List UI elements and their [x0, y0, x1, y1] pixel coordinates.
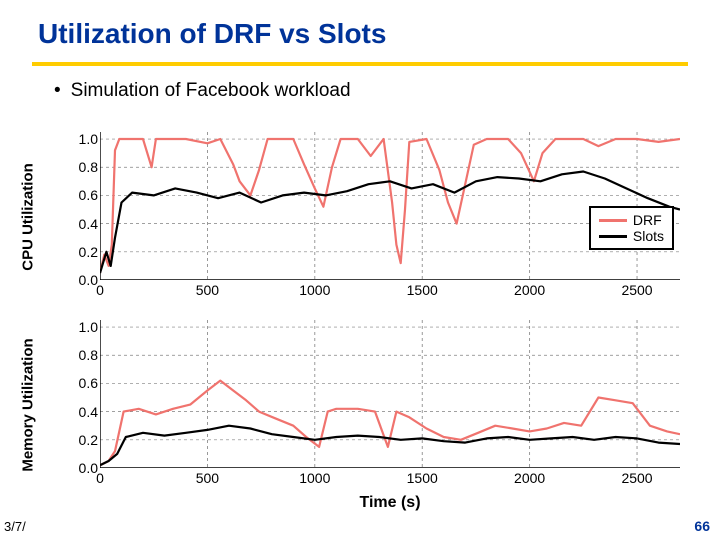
ytick-label: 0.8 — [79, 347, 98, 363]
xtick-label: 1000 — [299, 282, 330, 298]
plot-mem — [100, 320, 680, 468]
xtick-label: 1000 — [299, 470, 330, 486]
legend-label: Slots — [633, 228, 664, 244]
legend-swatch — [599, 235, 627, 238]
legend-item: Slots — [599, 228, 664, 244]
footer-page: 66 — [694, 518, 710, 534]
ytick-label: 0.2 — [79, 432, 98, 448]
chart-mem: Memory Utilization 0.00.20.40.60.81.0 05… — [36, 320, 696, 490]
footer-date: 3/7/ — [4, 519, 26, 534]
xlabel: Time (s) — [100, 494, 680, 512]
slide-title: Utilization of DRF vs Slots — [0, 0, 720, 58]
bullet-simulation: Simulation of Facebook workload — [0, 80, 720, 102]
ytick-label: 0.6 — [79, 375, 98, 391]
ytick-label: 1.0 — [79, 131, 98, 147]
yticks-cpu: 0.00.20.40.60.81.0 — [60, 132, 98, 280]
xtick-label: 1500 — [407, 470, 438, 486]
xtick-label: 0 — [96, 470, 104, 486]
xticks-cpu: 05001000150020002500 — [100, 280, 680, 300]
ytick-label: 1.0 — [79, 319, 98, 335]
title-rule — [32, 62, 688, 66]
ytick-label: 0.0 — [79, 272, 98, 288]
ytick-label: 0.4 — [79, 404, 98, 420]
plot-cpu: DRFSlots — [100, 132, 680, 280]
legend-item: DRF — [599, 212, 664, 228]
xtick-label: 0 — [96, 282, 104, 298]
xtick-label: 1500 — [407, 282, 438, 298]
ytick-label: 0.2 — [79, 244, 98, 260]
xtick-label: 2500 — [621, 470, 652, 486]
xtick-label: 2500 — [621, 282, 652, 298]
legend-cpu: DRFSlots — [589, 206, 674, 250]
ytick-label: 0.4 — [79, 216, 98, 232]
ytick-label: 0.0 — [79, 460, 98, 476]
legend-swatch — [599, 219, 627, 222]
xtick-label: 500 — [196, 282, 219, 298]
ylabel-cpu: CPU Utilization — [20, 163, 37, 271]
ylabel-mem: Memory Utilization — [20, 338, 37, 471]
yticks-mem: 0.00.20.40.60.81.0 — [60, 320, 98, 468]
xtick-label: 2000 — [514, 282, 545, 298]
charts-panel: CPU Utilization 0.00.20.40.60.81.0 DRFSl… — [36, 132, 696, 508]
xticks-mem: 05001000150020002500 — [100, 468, 680, 488]
ytick-label: 0.8 — [79, 159, 98, 175]
legend-label: DRF — [633, 212, 662, 228]
ytick-label: 0.6 — [79, 187, 98, 203]
xtick-label: 2000 — [514, 470, 545, 486]
chart-cpu: CPU Utilization 0.00.20.40.60.81.0 DRFSl… — [36, 132, 696, 302]
xtick-label: 500 — [196, 470, 219, 486]
